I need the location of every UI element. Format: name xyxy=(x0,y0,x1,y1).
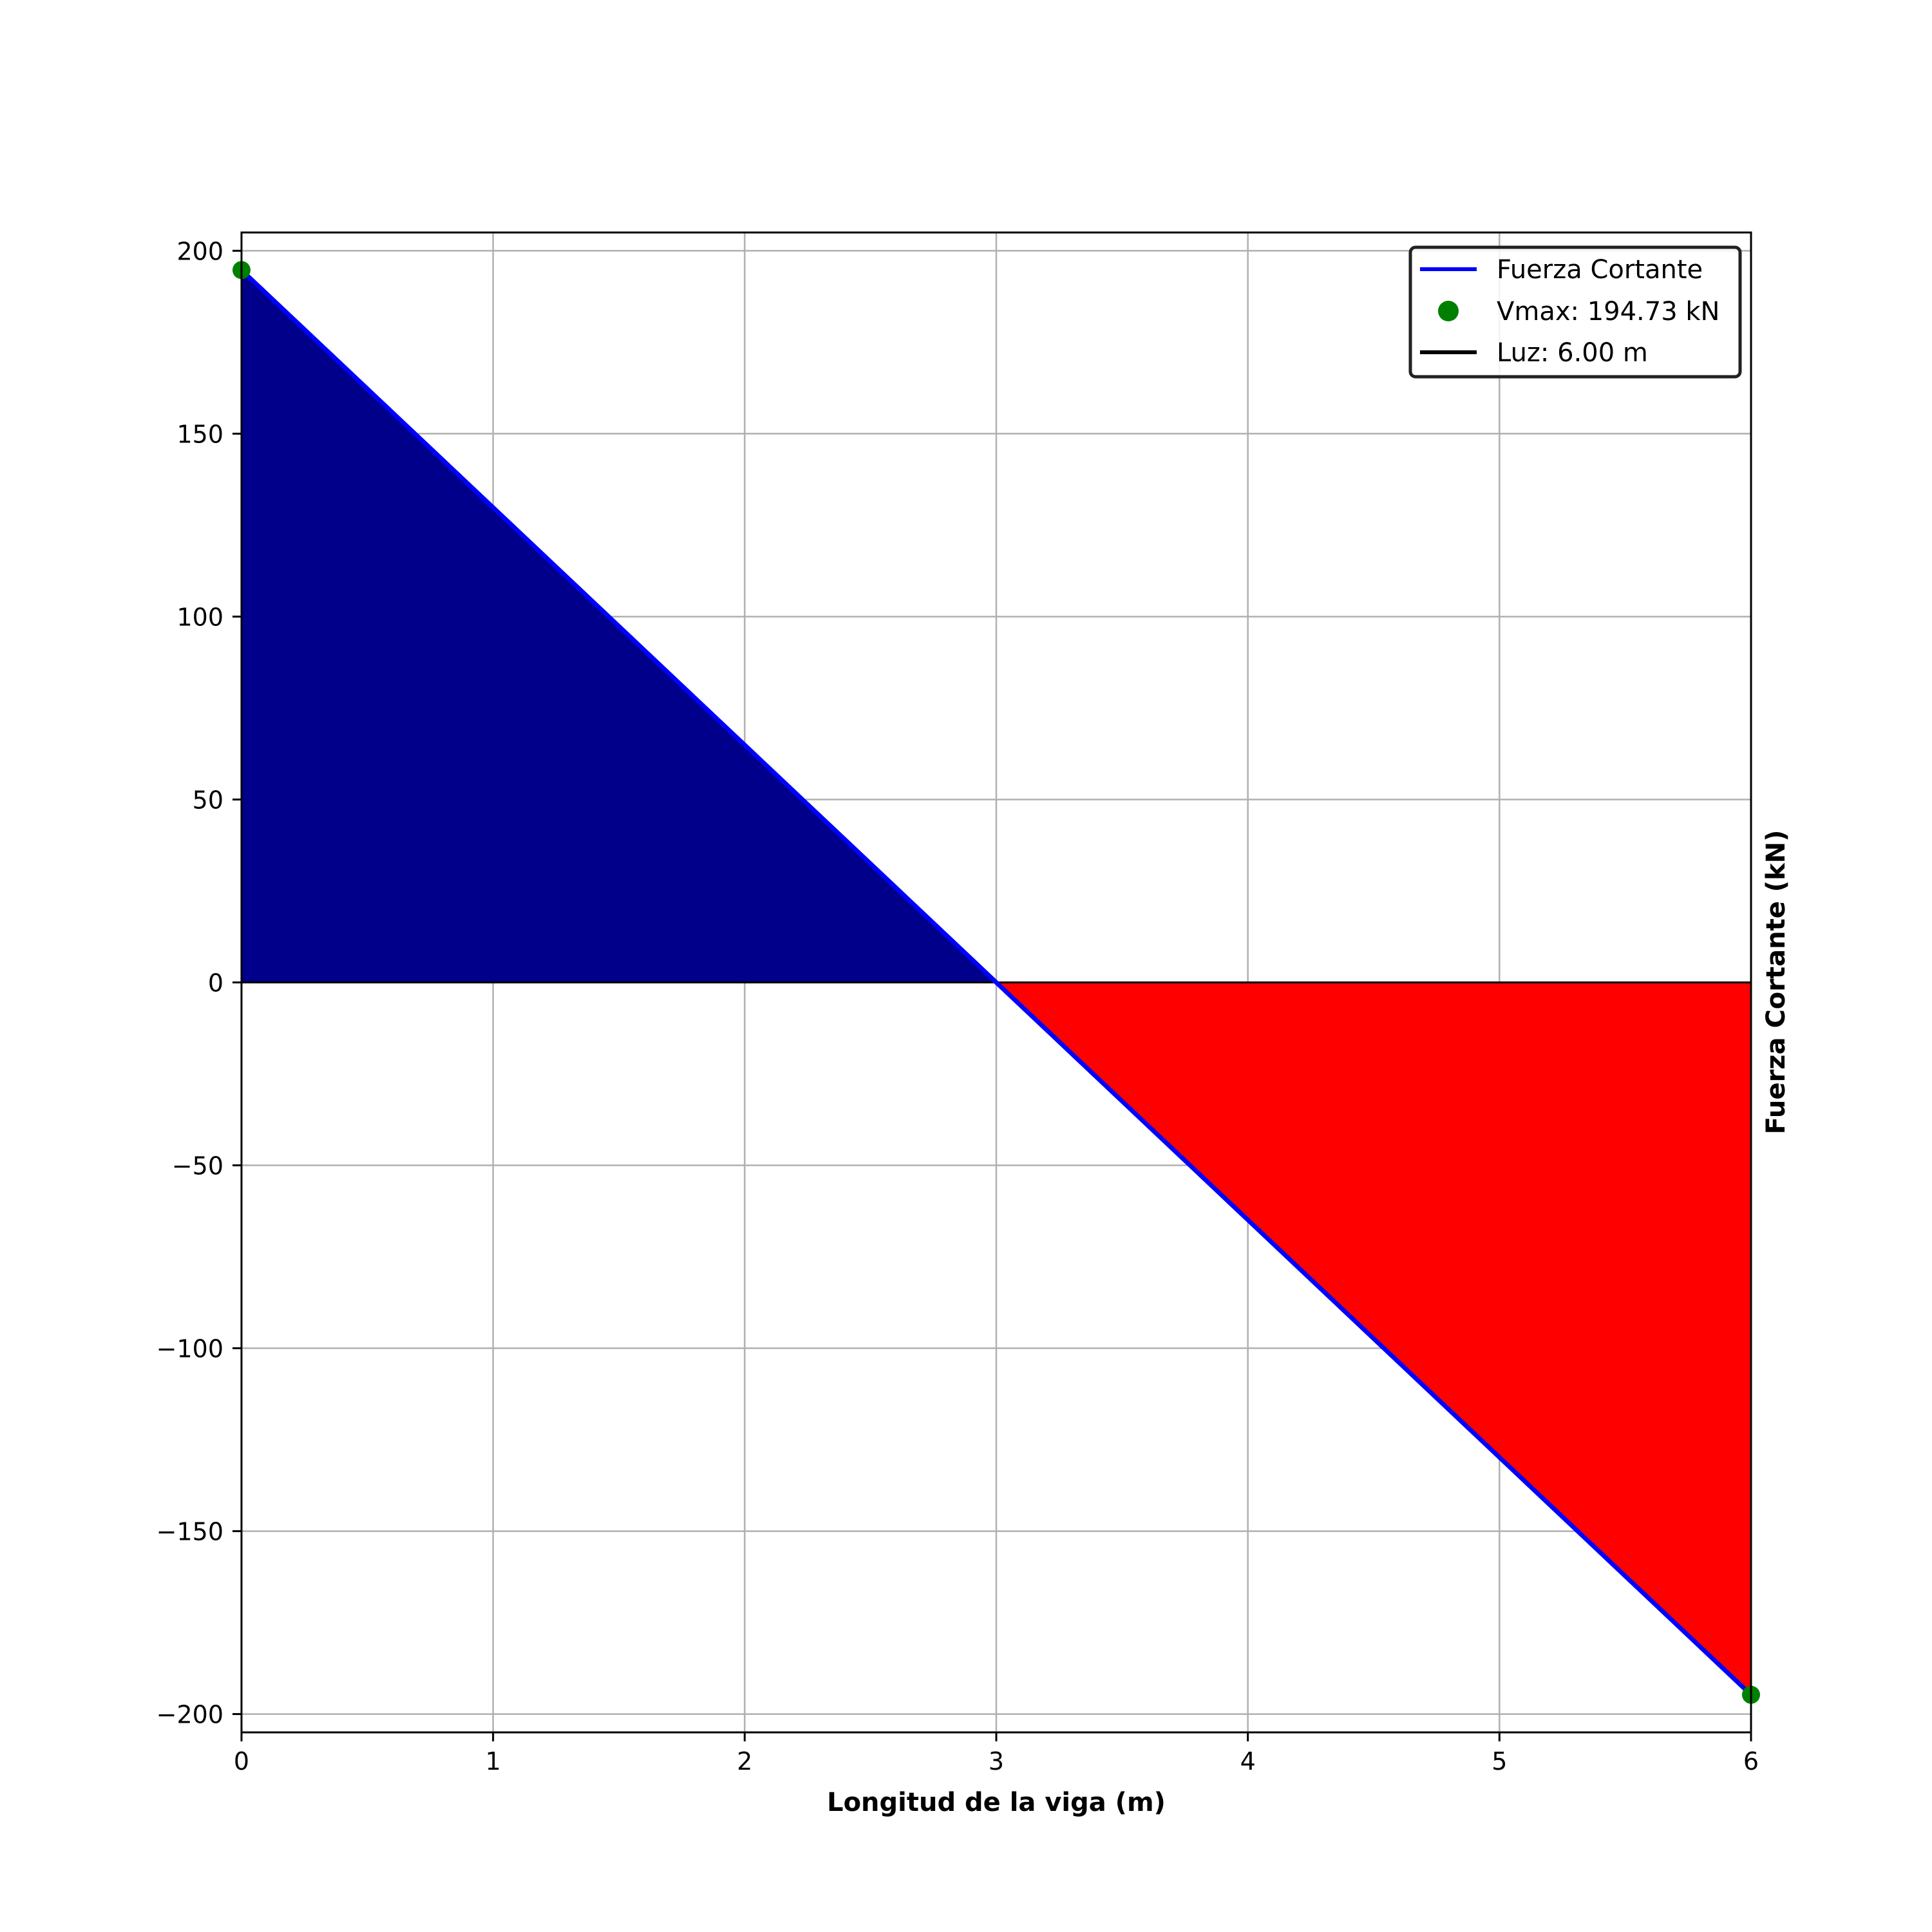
y-axis-label: Fuerza Cortante (kN) xyxy=(1761,830,1791,1135)
y-tick-label: 50 xyxy=(193,786,223,814)
x-axis-label: Longitud de la viga (m) xyxy=(827,1788,1166,1817)
legend-label: Vmax: 194.73 kN xyxy=(1497,297,1719,327)
x-tick-label: 5 xyxy=(1492,1747,1507,1776)
y-tick-label: −50 xyxy=(172,1152,223,1180)
y-tick-label: 150 xyxy=(176,420,223,448)
y-tick-label: 100 xyxy=(176,603,223,631)
y-tick-label: −100 xyxy=(156,1335,223,1363)
x-tick-label: 4 xyxy=(1240,1747,1256,1776)
axis-ticks: 0 1 2 3 4 5 6 −200 −150 −100 −50 0 50 100 150 200 xyxy=(156,237,1759,1776)
x-tick-label: 2 xyxy=(737,1747,752,1776)
legend-box xyxy=(1408,245,1742,379)
x-tick-label: 3 xyxy=(989,1747,1004,1776)
y-tick-label: 0 xyxy=(208,969,223,998)
x-tick-label: 1 xyxy=(486,1747,501,1776)
legend-swatch-vmax xyxy=(1438,301,1459,321)
x-tick-label: 0 xyxy=(234,1747,249,1776)
legend: Fuerza Cortante Vmax: 194.73 kN Luz: 6.00 … xyxy=(1408,245,1742,379)
y-tick-label: −200 xyxy=(156,1701,223,1729)
shear-force-line xyxy=(240,268,1753,1697)
x-tick-label: 6 xyxy=(1743,1747,1759,1776)
y-tick-label: 200 xyxy=(176,237,223,265)
y-tick-label: −150 xyxy=(156,1518,223,1546)
legend-label: Fuerza Cortante xyxy=(1497,255,1703,285)
data-series xyxy=(232,261,1760,1704)
legend-label: Luz: 6.00 m xyxy=(1497,338,1648,368)
